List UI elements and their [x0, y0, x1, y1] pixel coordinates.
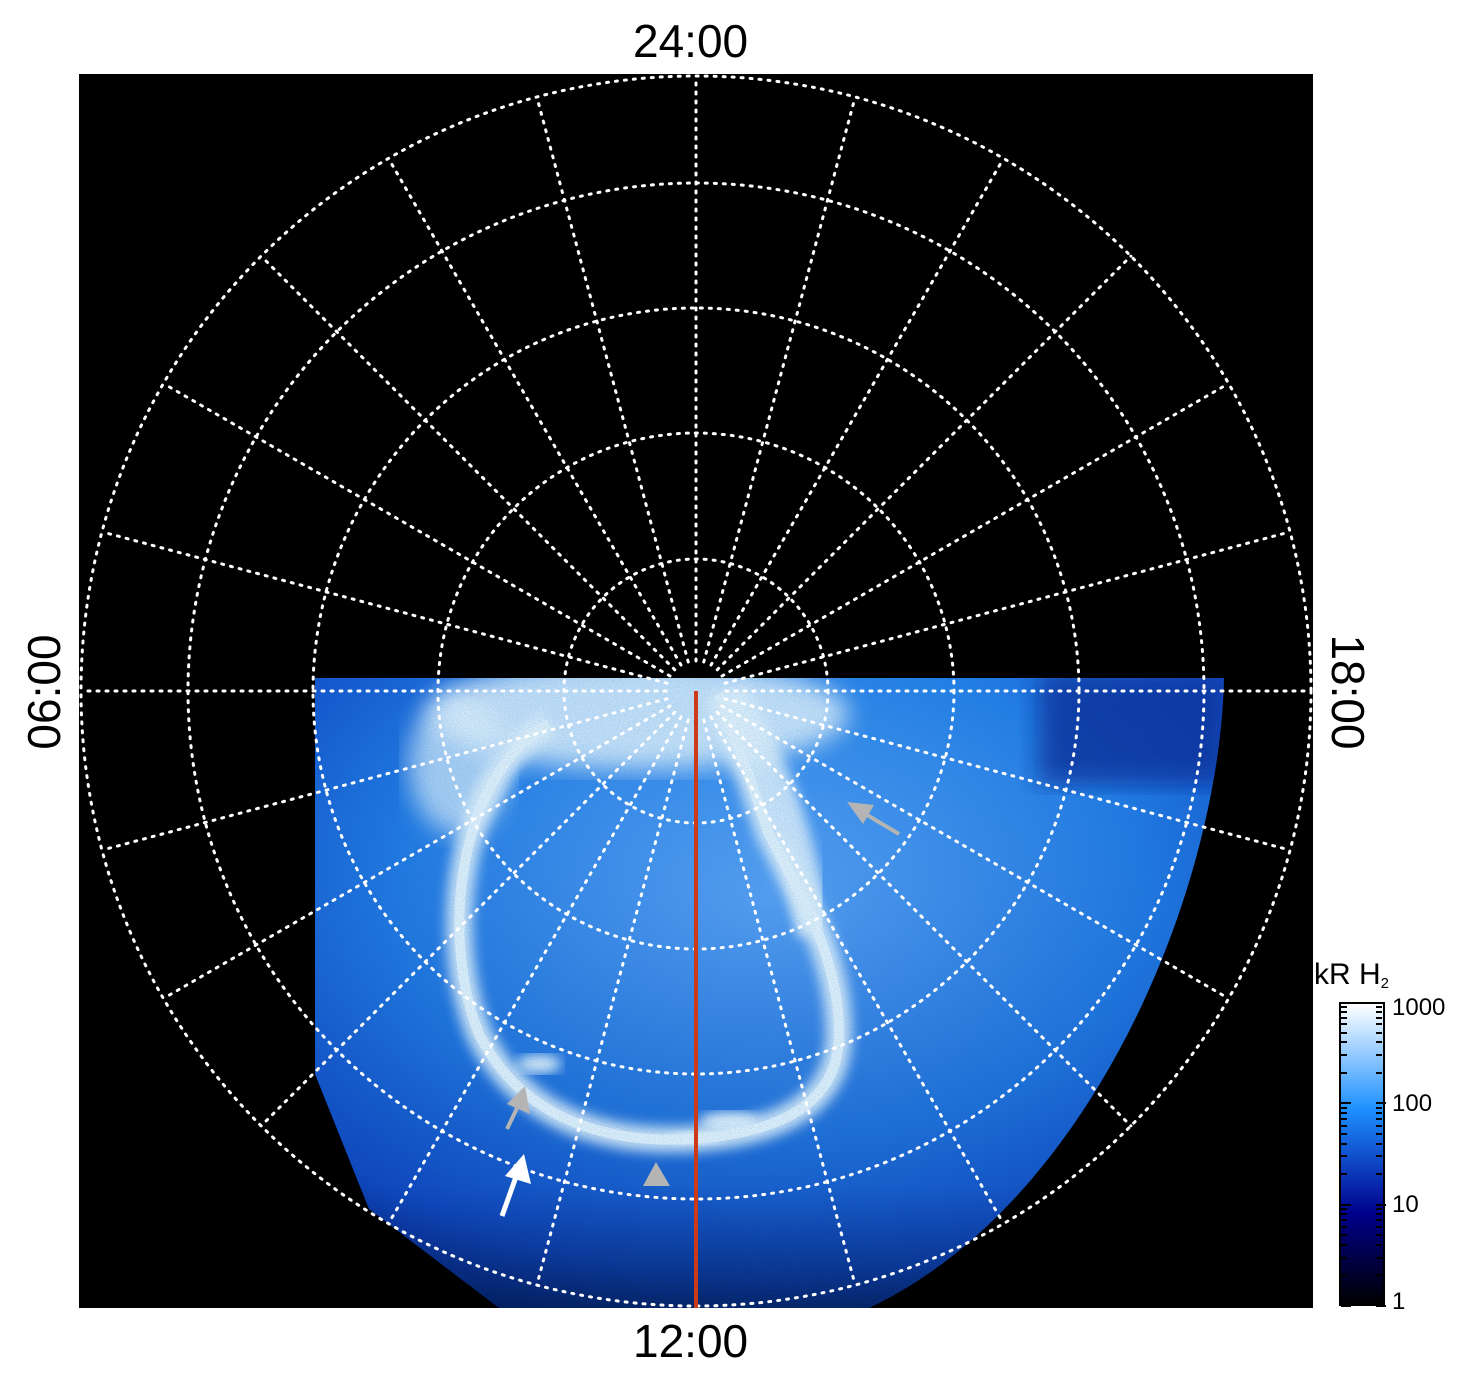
grid-meridian — [535, 718, 690, 1287]
colorbar-tick-label: 1000 — [1392, 994, 1446, 1021]
colorbar-tick-mark — [1341, 1203, 1351, 1206]
grid-meridian — [709, 715, 1005, 1226]
auroral-emission-image — [315, 678, 1224, 1308]
colorbar-tick-mark — [1341, 1226, 1347, 1229]
colorbar-tick-mark — [1341, 1256, 1347, 1259]
grid-meridian — [100, 530, 669, 685]
colorbar — [1339, 1002, 1385, 1306]
colorbar-tick-mark — [1341, 1016, 1347, 1019]
colorbar-tick-mark — [1341, 1243, 1347, 1246]
colorbar-tick-mark — [1376, 1256, 1382, 1259]
colorbar-tick-mark — [1376, 1031, 1382, 1034]
polar-projection-image — [79, 74, 1313, 1308]
grid-meridian — [535, 95, 690, 664]
grid-meridian — [702, 95, 857, 664]
colorbar-tick-mark — [1376, 1041, 1382, 1044]
colorbar-tick-mark — [1341, 1102, 1351, 1105]
local-time-label-bottom: 12:00 — [633, 1315, 749, 1367]
colorbar-tick-mark — [1341, 1124, 1347, 1127]
colorbar-tick-mark — [1376, 1226, 1382, 1229]
grid-meridian — [100, 697, 669, 852]
colorbar-tick-mark — [1376, 1142, 1382, 1145]
colorbar-tick-mark — [1341, 1132, 1347, 1135]
colorbar-tick-mark — [1376, 1053, 1382, 1056]
colorbar-tick-mark — [1376, 1208, 1382, 1211]
local-time-label-right: 18:00 — [1322, 634, 1374, 750]
colorbar-tick-mark — [1341, 1041, 1347, 1044]
colorbar-tick-mark — [1341, 1213, 1347, 1216]
colorbar-tick-mark — [1376, 1005, 1382, 1008]
colorbar-tick-mark — [1376, 1132, 1382, 1135]
colorbar-tick-mark — [1341, 1142, 1347, 1145]
grid-meridian — [702, 718, 857, 1287]
grid-meridian — [723, 697, 1292, 852]
grid-meridian — [715, 254, 1133, 672]
grid-meridian — [723, 530, 1292, 685]
colorbar-tick-mark — [1341, 1112, 1347, 1115]
colorbar-title: kR H2 — [1314, 958, 1390, 992]
colorbar-tick-mark — [1341, 1274, 1347, 1277]
colorbar-tick-mark — [1341, 1023, 1347, 1026]
grid-meridian — [720, 382, 1231, 678]
colorbar-tick-label: 1 — [1392, 1288, 1406, 1315]
colorbar-tick-mark — [1341, 1053, 1347, 1056]
grid-meridian — [709, 156, 1005, 667]
colorbar-tick-mark — [1341, 1234, 1347, 1237]
colorbar-tick-mark — [1376, 1106, 1382, 1109]
colorbar-tick-label: 100 — [1392, 1090, 1433, 1117]
annotation-arrow — [505, 1086, 530, 1130]
colorbar-tick-mark — [1376, 1274, 1382, 1277]
colorbar-tick-mark — [1376, 1102, 1386, 1105]
colorbar-tick-mark — [1376, 1219, 1382, 1222]
colorbar-tick-mark — [1341, 1118, 1347, 1121]
annotation-triangle — [643, 1162, 670, 1186]
colorbar-tick-mark — [1376, 1112, 1382, 1115]
colorbar-tick-mark — [1341, 1219, 1347, 1222]
colorbar-tick-mark — [1341, 1106, 1347, 1109]
colorbar-tick-mark — [1341, 1305, 1351, 1307]
grid-meridian — [259, 254, 677, 672]
colorbar-tick-mark — [1341, 1010, 1347, 1013]
local-time-label-top: 24:00 — [633, 15, 749, 67]
colorbar-tick-mark — [1341, 1005, 1347, 1008]
colorbar-tick-label: 10 — [1392, 1191, 1419, 1218]
polar-projection-svg — [79, 74, 1313, 1308]
colorbar-tick-mark — [1376, 1016, 1382, 1019]
colorbar-tick-mark — [1376, 1118, 1382, 1121]
colorbar-tick-mark — [1341, 1071, 1347, 1074]
colorbar-tick-mark — [1341, 1173, 1347, 1176]
grid-meridian — [720, 704, 1231, 1000]
colorbar-tick-mark — [1376, 1010, 1382, 1013]
colorbar-tick-mark — [1376, 1173, 1382, 1176]
colorbar-tick-mark — [1341, 1208, 1347, 1211]
colorbar-tick-mark — [1341, 1155, 1347, 1158]
annotation-arrow — [847, 802, 901, 836]
colorbar-tick-mark — [1376, 1305, 1386, 1307]
grid-meridian — [161, 382, 672, 678]
colorbar-tick-mark — [1376, 1124, 1382, 1127]
colorbar-tick-mark — [1376, 1071, 1382, 1074]
grid-meridian — [161, 704, 672, 1000]
annotation-arrow — [499, 1154, 531, 1217]
local-time-label-left: 06:00 — [18, 634, 70, 750]
colorbar-tick-mark — [1376, 1213, 1382, 1216]
colorbar-tick-mark — [1376, 1243, 1382, 1246]
grid-meridian — [715, 710, 1133, 1128]
grid-meridian — [387, 156, 683, 667]
colorbar-tick-mark — [1376, 1023, 1382, 1026]
colorbar-tick-mark — [1376, 1155, 1382, 1158]
colorbar-tick-mark — [1376, 1234, 1382, 1237]
colorbar-tick-mark — [1341, 1031, 1347, 1034]
grid-meridian — [387, 715, 683, 1226]
grid-meridian — [259, 710, 677, 1128]
colorbar-tick-mark — [1376, 1203, 1386, 1206]
